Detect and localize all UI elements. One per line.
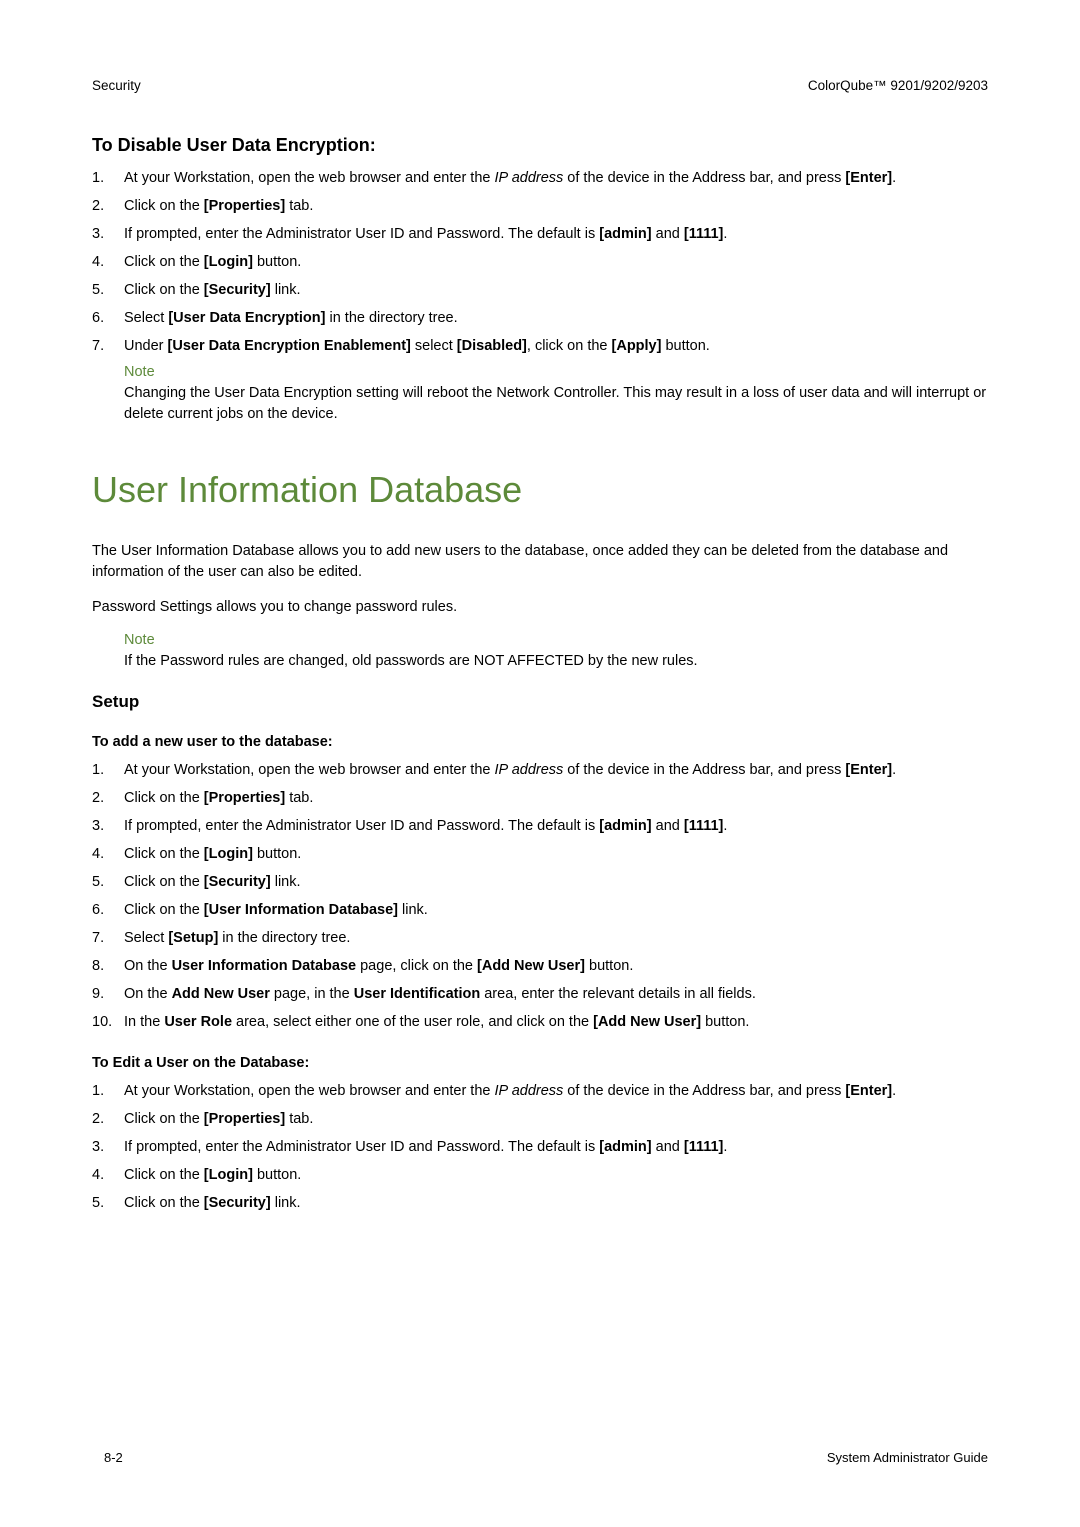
list-item: 4.Click on the [Login] button. [92,844,988,865]
note-label: Note [124,364,988,380]
list-item: 7.Under [User Data Encryption Enablement… [92,336,988,357]
list-item: 2.Click on the [Properties] tab. [92,788,988,809]
note2-label: Note [124,632,988,648]
list-item: 3.If prompted, enter the Administrator U… [92,1137,988,1158]
main-title: User Information Database [92,469,988,511]
list-item: 3.If prompted, enter the Administrator U… [92,224,988,245]
intro-para-1: The User Information Database allows you… [92,541,988,583]
header-left: Security [92,78,141,93]
list-item: 1.At your Workstation, open the web brow… [92,760,988,781]
page-header: Security ColorQube™ 9201/9202/9203 [92,78,988,93]
sub1-heading: To add a new user to the database: [92,734,988,750]
section1-list: 1.At your Workstation, open the web brow… [92,168,988,357]
footer-left: 8-2 [104,1450,123,1465]
note-body: Changing the User Data Encryption settin… [124,383,988,425]
header-right: ColorQube™ 9201/9202/9203 [808,78,988,93]
setup-heading: Setup [92,692,988,712]
list-item: 2.Click on the [Properties] tab. [92,1109,988,1130]
sub1-list: 1.At your Workstation, open the web brow… [92,760,988,1033]
list-item: 4.Click on the [Login] button. [92,1165,988,1186]
list-item: 5.Click on the [Security] link. [92,1193,988,1214]
sub2-list: 1.At your Workstation, open the web brow… [92,1081,988,1214]
list-item: 6.Click on the [User Information Databas… [92,900,988,921]
sub2-heading: To Edit a User on the Database: [92,1055,988,1071]
section1-heading: To Disable User Data Encryption: [92,135,988,156]
list-item: 5.Click on the [Security] link. [92,280,988,301]
list-item: 4.Click on the [Login] button. [92,252,988,273]
list-item: 8.On the User Information Database page,… [92,956,988,977]
list-item: 1.At your Workstation, open the web brow… [92,168,988,189]
list-item: 10.In the User Role area, select either … [92,1012,988,1033]
intro-para-2: Password Settings allows you to change p… [92,597,988,618]
list-item: 9.On the Add New User page, in the User … [92,984,988,1005]
list-item: 2.Click on the [Properties] tab. [92,196,988,217]
note2-body: If the Password rules are changed, old p… [124,651,988,672]
page-footer: 8-2 System Administrator Guide [104,1450,988,1465]
list-item: 3.If prompted, enter the Administrator U… [92,816,988,837]
list-item: 7.Select [Setup] in the directory tree. [92,928,988,949]
footer-right: System Administrator Guide [827,1450,988,1465]
list-item: 5.Click on the [Security] link. [92,872,988,893]
list-item: 1.At your Workstation, open the web brow… [92,1081,988,1102]
list-item: 6.Select [User Data Encryption] in the d… [92,308,988,329]
